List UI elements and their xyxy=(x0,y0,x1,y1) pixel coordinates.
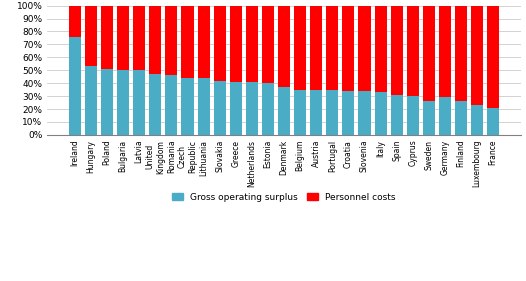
Bar xyxy=(198,6,210,78)
Bar xyxy=(471,6,483,105)
Bar xyxy=(133,6,145,70)
Bar xyxy=(246,82,258,135)
Bar xyxy=(342,6,355,91)
Bar xyxy=(246,6,258,82)
Bar xyxy=(471,105,483,135)
Bar xyxy=(117,6,129,70)
Bar xyxy=(294,6,306,90)
Bar xyxy=(407,6,419,96)
Bar xyxy=(391,95,403,135)
Bar xyxy=(310,90,322,135)
Bar xyxy=(375,92,387,135)
Bar xyxy=(165,75,177,135)
Bar xyxy=(101,69,113,135)
Bar xyxy=(181,6,194,78)
Bar xyxy=(375,6,387,92)
Bar xyxy=(278,6,290,87)
Legend: Gross operating surplus, Personnel costs: Gross operating surplus, Personnel costs xyxy=(169,189,399,205)
Bar xyxy=(455,6,467,101)
Bar xyxy=(133,70,145,135)
Bar xyxy=(85,6,97,66)
Bar xyxy=(326,6,338,90)
Bar xyxy=(165,6,177,75)
Bar xyxy=(391,6,403,95)
Bar xyxy=(487,108,499,135)
Bar xyxy=(407,96,419,135)
Bar xyxy=(214,81,226,135)
Bar xyxy=(69,6,81,37)
Bar xyxy=(294,90,306,135)
Bar xyxy=(278,87,290,135)
Bar xyxy=(230,6,242,82)
Bar xyxy=(230,82,242,135)
Bar xyxy=(455,101,467,135)
Bar xyxy=(310,6,322,90)
Bar xyxy=(423,101,435,135)
Bar xyxy=(214,6,226,81)
Bar xyxy=(487,6,499,108)
Bar xyxy=(85,66,97,135)
Bar xyxy=(342,91,355,135)
Bar xyxy=(358,6,370,91)
Bar xyxy=(69,37,81,135)
Bar xyxy=(181,78,194,135)
Bar xyxy=(262,83,274,135)
Bar xyxy=(439,98,451,135)
Bar xyxy=(439,6,451,98)
Bar xyxy=(149,6,161,74)
Bar xyxy=(117,70,129,135)
Bar xyxy=(101,6,113,69)
Bar xyxy=(198,78,210,135)
Bar xyxy=(149,74,161,135)
Bar xyxy=(262,6,274,83)
Bar xyxy=(358,91,370,135)
Bar xyxy=(423,6,435,101)
Bar xyxy=(326,90,338,135)
